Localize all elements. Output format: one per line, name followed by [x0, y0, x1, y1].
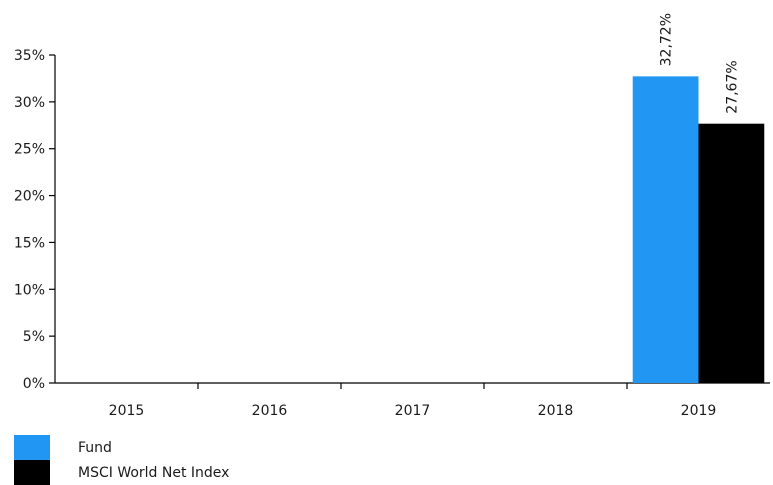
y-tick-label: 20%	[14, 189, 45, 205]
x-tick-label: 2015	[109, 403, 145, 419]
bar-fund-2019	[632, 76, 699, 384]
legend-swatch-msci-world-net-index	[14, 460, 50, 485]
legend-label-fund: Fund	[78, 439, 112, 456]
data-label: 27,67%	[724, 60, 740, 113]
y-tick-label: 0%	[23, 376, 45, 392]
x-tick-label: 2019	[681, 403, 717, 419]
data-label: 32,72%	[659, 13, 675, 66]
legend-label-msci-world-net-index: MSCI World Net Index	[78, 464, 230, 481]
y-tick-label: 10%	[14, 282, 45, 298]
x-tick-label: 2016	[252, 403, 288, 419]
legend-item-fund: Fund	[14, 435, 229, 460]
x-tick-label: 2018	[538, 403, 574, 419]
y-tick-label: 5%	[23, 329, 45, 345]
bar-msci-world-net-index-2019	[698, 123, 765, 384]
y-tick-label: 25%	[14, 142, 45, 158]
x-tick-label: 2017	[395, 403, 431, 419]
y-tick-label: 15%	[14, 235, 45, 251]
legend-item-msci-world-net-index: MSCI World Net Index	[14, 460, 229, 485]
bar-chart: 0% 5% 10% 15% 20% 25% 30% 35% 2015 2016 2017 2018 20…	[14, 13, 770, 419]
y-tick-label: 35%	[14, 48, 45, 64]
chart-legend: Fund MSCI World Net Index	[14, 435, 229, 485]
legend-swatch-fund	[14, 435, 50, 460]
y-tick-label: 30%	[14, 95, 45, 111]
